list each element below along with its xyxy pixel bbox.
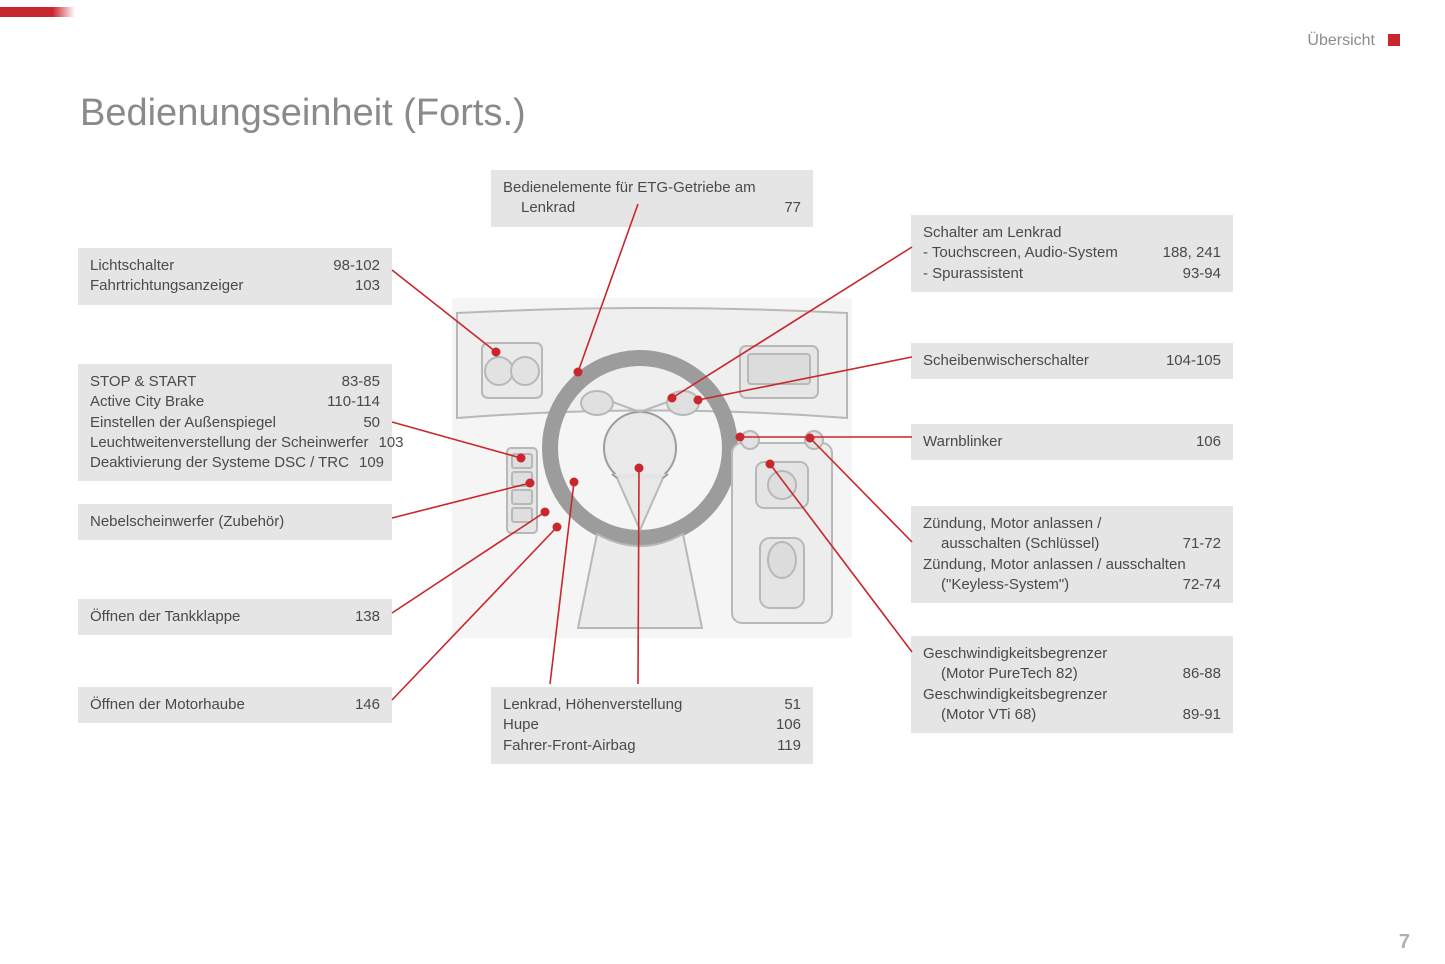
callout-row: Geschwindigkeitsbegrenzer [923, 685, 1221, 705]
callout-label: - Spurassistent [923, 264, 1033, 284]
callout-row: Scheibenwischerschalter 104-105 [923, 351, 1221, 371]
callout-box-ignition: Zündung, Motor anlassen /ausschalten (Sc… [911, 506, 1233, 603]
callout-pages: 119 [777, 736, 801, 756]
callout-label: Nebelscheinwerfer (Zubehör) [90, 512, 294, 532]
callout-box-fuelcap: Öffnen der Tankklappe 138 [78, 599, 392, 635]
callout-row: Deaktivierung der Systeme DSC / TRC109 [90, 453, 380, 473]
callout-pages: 77 [784, 198, 801, 218]
callout-box-speedlimit: Geschwindigkeitsbegrenzer(Motor PureTech… [911, 636, 1233, 733]
callout-label: Zündung, Motor anlassen / [923, 514, 1111, 534]
callout-row: Lichtschalter 98-102 [90, 256, 380, 276]
callout-label: Bedienelemente für ETG-Getriebe am [503, 178, 766, 198]
callout-label: ausschalten (Schlüssel) [923, 534, 1109, 554]
section-marker-icon [1388, 34, 1400, 46]
callout-row: Fahrer-Front-Airbag 119 [503, 736, 801, 756]
callout-row: Active City Brake 110-114 [90, 392, 380, 412]
callout-box-lights: Lichtschalter98-102Fahrtrichtungsanzeige… [78, 248, 392, 305]
callout-label: Schalter am Lenkrad [923, 223, 1071, 243]
callout-row: Bedienelemente für ETG-Getriebe am [503, 178, 801, 198]
callout-row: STOP & START 83-85 [90, 372, 380, 392]
callout-row: - Spurassistent 93-94 [923, 264, 1221, 284]
callout-row: (Motor VTi 68) 89-91 [923, 705, 1221, 725]
callout-pages: 72-74 [1183, 575, 1221, 595]
callout-row: Zündung, Motor anlassen / [923, 514, 1221, 534]
callout-label: Active City Brake [90, 392, 214, 412]
callout-pages: 104-105 [1166, 351, 1221, 371]
callout-row: ausschalten (Schlüssel) 71-72 [923, 534, 1221, 554]
callout-row: Nebelscheinwerfer (Zubehör) [90, 512, 380, 532]
callout-label: Öffnen der Motorhaube [90, 695, 255, 715]
callout-row: Fahrtrichtungsanzeiger 103 [90, 276, 380, 296]
callout-row: Schalter am Lenkrad [923, 223, 1221, 243]
callout-pages: 93-94 [1183, 264, 1221, 284]
callout-label: Lenkrad, Höhenverstellung [503, 695, 692, 715]
callout-box-wiper: Scheibenwischerschalter 104-105 [911, 343, 1233, 379]
section-label: Übersicht [1307, 32, 1375, 50]
callout-label: Geschwindigkeitsbegrenzer [923, 644, 1117, 664]
callout-row: ("Keyless-System") 72-74 [923, 575, 1221, 595]
callout-label: (Motor PureTech 82) [923, 664, 1088, 684]
callout-pages: 50 [363, 413, 380, 433]
callout-row: Lenkrad 77 [503, 198, 801, 218]
callout-label: Zündung, Motor anlassen / ausschalten [923, 555, 1196, 575]
callout-box-fog: Nebelscheinwerfer (Zubehör) [78, 504, 392, 540]
callout-row: Öffnen der Tankklappe 138 [90, 607, 380, 627]
top-accent-bar [0, 7, 75, 17]
callout-pages: 103 [379, 433, 404, 453]
callout-label: STOP & START [90, 372, 206, 392]
callout-pages: 110-114 [327, 392, 380, 412]
callout-box-etg: Bedienelemente für ETG-Getriebe amLenkra… [491, 170, 813, 227]
callout-pages: 98-102 [333, 256, 380, 276]
callout-pages: 106 [1196, 432, 1221, 452]
callout-row: Geschwindigkeitsbegrenzer [923, 644, 1221, 664]
callout-label: - Touchscreen, Audio-System [923, 243, 1128, 263]
callout-pages: 188, 241 [1163, 243, 1221, 263]
callout-box-hood: Öffnen der Motorhaube 146 [78, 687, 392, 723]
callout-pages: 138 [355, 607, 380, 627]
page-number: 7 [1399, 931, 1410, 954]
dashboard-illustration [452, 298, 852, 638]
callout-label: Warnblinker [923, 432, 1012, 452]
callout-label: (Motor VTi 68) [923, 705, 1046, 725]
callout-label: ("Keyless-System") [923, 575, 1079, 595]
callout-row: Einstellen der Außenspiegel 50 [90, 413, 380, 433]
callout-label: Fahrtrichtungsanzeiger [90, 276, 253, 296]
callout-pages: 109 [359, 453, 384, 473]
callout-row: Leuchtweitenverstellung der Scheinwerfer… [90, 433, 380, 453]
callout-box-wheel: Lenkrad, Höhenverstellung51Hupe106Fahrer… [491, 687, 813, 764]
callout-row: Öffnen der Motorhaube 146 [90, 695, 380, 715]
callout-pages: 106 [776, 715, 801, 735]
dashboard-svg [452, 298, 852, 638]
page-title: Bedienungseinheit (Forts.) [80, 92, 526, 135]
callout-row: - Touchscreen, Audio-System 188, 241 [923, 243, 1221, 263]
callout-box-hazard: Warnblinker 106 [911, 424, 1233, 460]
callout-pages: 146 [355, 695, 380, 715]
callout-row: Hupe 106 [503, 715, 801, 735]
callout-label: Lichtschalter [90, 256, 184, 276]
callout-row: Lenkrad, Höhenverstellung 51 [503, 695, 801, 715]
callout-label: Öffnen der Tankklappe [90, 607, 250, 627]
callout-label: Deaktivierung der Systeme DSC / TRC [90, 453, 359, 473]
callout-pages: 86-88 [1183, 664, 1221, 684]
callout-row: Zündung, Motor anlassen / ausschalten [923, 555, 1221, 575]
callout-box-wheelswitch: Schalter am Lenkrad- Touchscreen, Audio-… [911, 215, 1233, 292]
callout-pages: 71-72 [1183, 534, 1221, 554]
callout-label: Geschwindigkeitsbegrenzer [923, 685, 1117, 705]
callout-row: Warnblinker 106 [923, 432, 1221, 452]
callout-label: Fahrer-Front-Airbag [503, 736, 646, 756]
callout-label: Scheibenwischerschalter [923, 351, 1099, 371]
callout-label: Lenkrad [503, 198, 585, 218]
callout-pages: 103 [355, 276, 380, 296]
callout-box-assist: STOP & START 83-85 Active City Brake 110-11… [78, 364, 392, 481]
callout-label: Einstellen der Außenspiegel [90, 413, 286, 433]
callout-pages: 51 [784, 695, 801, 715]
callout-pages: 89-91 [1183, 705, 1221, 725]
callout-row: (Motor PureTech 82) 86-88 [923, 664, 1221, 684]
callout-label: Hupe [503, 715, 549, 735]
callout-pages: 83-85 [342, 372, 380, 392]
callout-label: Leuchtweitenverstellung der Scheinwerfer [90, 433, 379, 453]
